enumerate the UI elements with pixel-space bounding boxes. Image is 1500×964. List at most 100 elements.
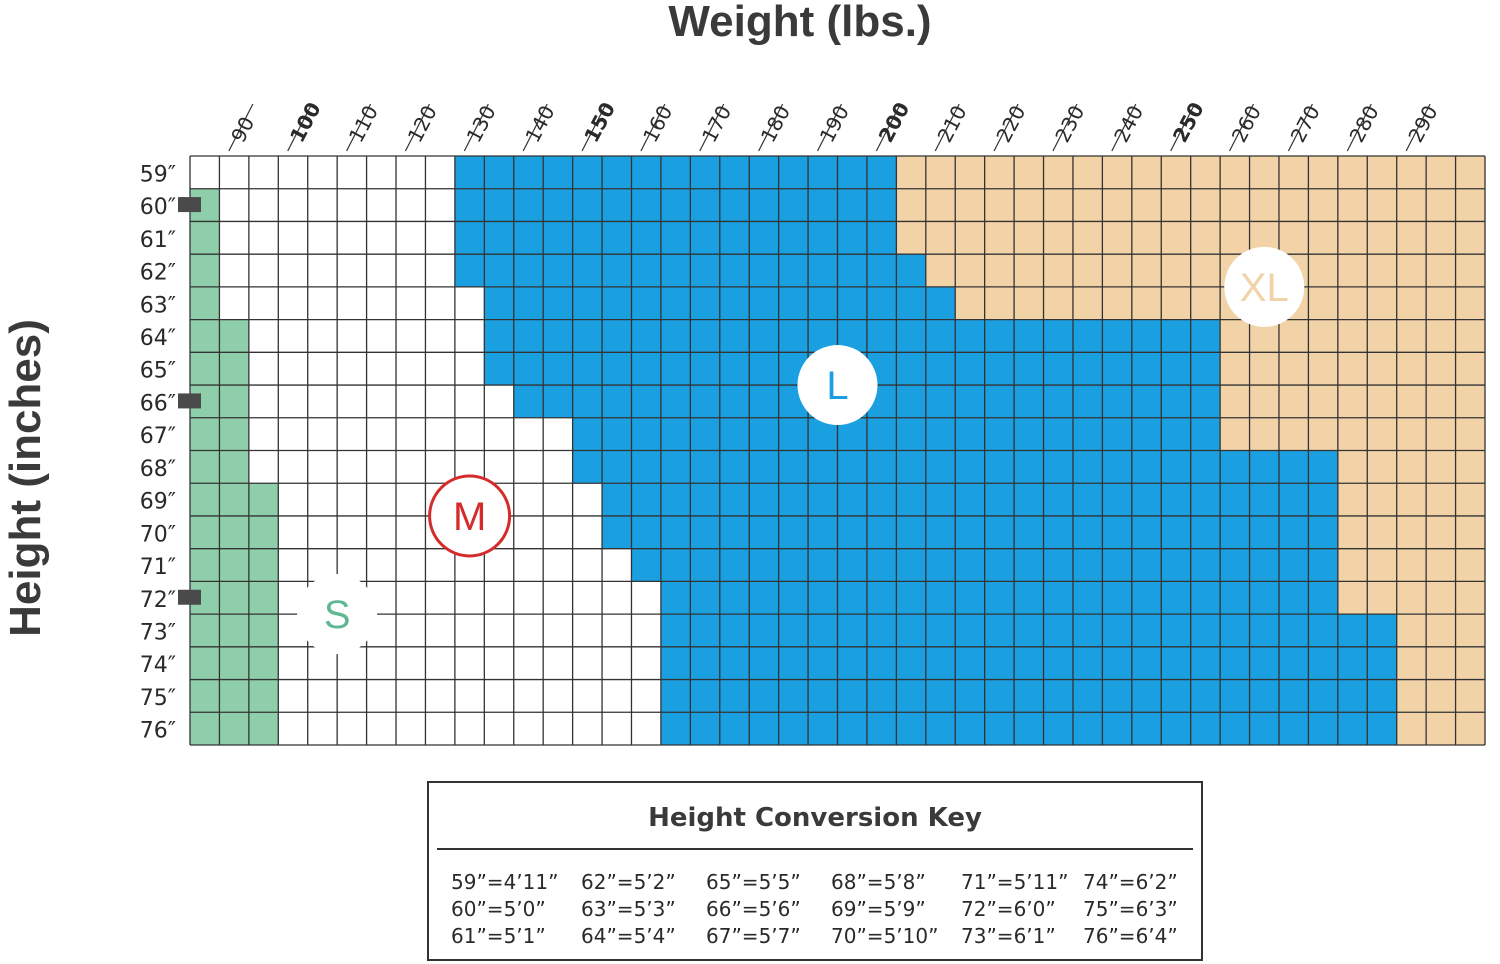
cell-l [896,319,926,353]
cell-l [690,156,720,189]
cell-l [660,679,691,713]
cell-m [425,548,455,582]
cell-l [778,450,809,484]
cell-l [1131,548,1162,582]
cell-s [219,581,249,615]
cell-l [572,221,603,255]
cell-l [749,417,779,451]
cell-l [925,286,956,320]
cell-xl [955,254,985,287]
y-tick-label: 72″ [140,588,176,613]
cell-l [660,221,691,255]
cell-xl [1220,221,1250,255]
cell-m [425,646,455,680]
cell-m [366,548,397,582]
cell-l [896,548,926,582]
cell-l [1249,450,1279,484]
cell-l [1014,352,1044,386]
cell-m [337,515,367,549]
cell-xl [1131,188,1162,222]
cell-l [1043,614,1073,647]
cell-xl [984,254,1015,287]
cell-s [219,483,249,516]
cell-l [749,614,779,647]
cell-l [660,156,691,189]
cell-l [572,319,603,353]
cell-l [1190,646,1221,680]
cell-l [631,188,661,222]
cell-m [425,156,455,189]
cell-l [1072,319,1103,353]
cell-l [1161,450,1191,484]
cell-l [602,483,632,516]
cell-s [190,679,220,713]
cell-m [366,646,397,680]
cell-xl [1308,221,1338,255]
cell-m [454,286,485,320]
cell-l [690,646,720,680]
cell-xl [1426,254,1456,287]
cell-l [896,515,926,549]
cell-xl [1455,515,1485,549]
cell-xl [955,286,985,320]
cell-m [543,548,573,582]
cell-l [1190,515,1221,549]
cell-l [837,156,867,189]
cell-xl [1455,254,1485,287]
cell-s [219,385,249,418]
cell-m [454,646,485,680]
cell-l [1072,679,1103,713]
cell-l [543,188,573,222]
cell-l [602,254,632,287]
cell-l [513,352,544,386]
cell-m [278,515,308,549]
cell-l [925,712,956,745]
cell-m [484,712,514,745]
x-tick-mark [581,103,607,152]
cell-xl [1249,417,1279,451]
cell-m [278,188,308,222]
cell-l [1072,450,1103,484]
cell-l [660,548,691,582]
y-tick-label: 67″ [140,424,176,449]
cell-l [1308,515,1338,549]
size-badge-xl [1224,246,1305,327]
cell-xl [1367,156,1397,189]
cell-m [631,679,661,713]
cell-m [425,352,455,386]
cell-m [248,156,279,189]
cell-s [219,679,249,713]
cell-l [1102,385,1132,418]
cell-l [543,352,573,386]
cell-xl [925,221,956,255]
cell-m [337,450,367,484]
cell-xl [1396,254,1427,287]
cell-xl [1426,515,1456,549]
cell-m [337,188,367,222]
cell-l [1190,581,1221,615]
cell-m [425,319,455,353]
cell-l [719,515,750,549]
cell-m [337,712,367,745]
cell-l [1161,417,1191,451]
cell-xl [1308,156,1338,189]
cell-m [602,548,632,582]
cell-xl [1396,548,1427,582]
cell-m [248,385,279,418]
cell-l [1190,450,1221,484]
cell-m [278,450,308,484]
cell-xl [1396,483,1427,516]
cell-l [1249,515,1279,549]
cell-l [1161,646,1191,680]
x-tick-label: 130 [462,101,501,146]
cell-m [543,712,573,745]
cell-xl [1426,548,1456,582]
cell-l [749,450,779,484]
cell-l [1072,646,1103,680]
cell-xl [1426,352,1456,386]
cell-l [1337,679,1368,713]
cell-xl [1367,254,1397,287]
cell-l [1102,450,1132,484]
cell-l [690,254,720,287]
key-entry: 73”=6’1” [961,924,1056,948]
